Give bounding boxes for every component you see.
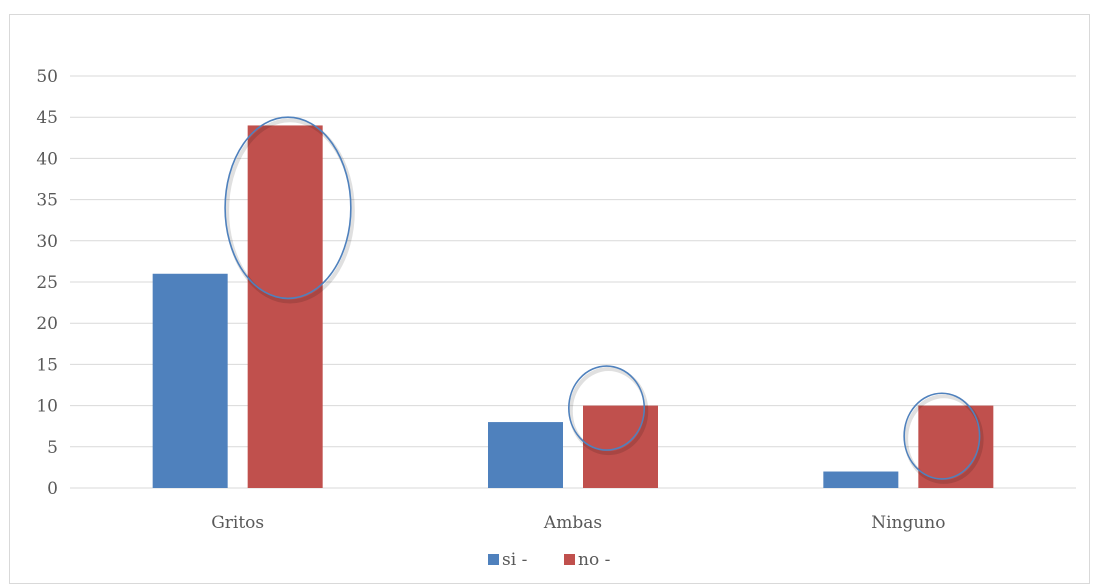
annotation-ellipse-shadow	[568, 367, 649, 456]
y-tick-label: 45	[36, 108, 58, 128]
x-category-label: Ambas	[543, 513, 602, 533]
gridlines	[70, 75, 1076, 489]
bars	[152, 125, 994, 488]
legend: si - no -	[488, 550, 610, 570]
y-tick-label: 25	[36, 273, 58, 293]
bar-ninguno-series-0	[823, 471, 899, 488]
bar-gritos-series-1	[247, 125, 323, 488]
annotation-ellipse-ninguno	[903, 392, 981, 480]
y-tick-label: 50	[36, 67, 58, 87]
bar-gritos-series-0	[152, 273, 228, 488]
legend-label-1: no -	[578, 550, 610, 570]
annotation-ellipse-shadow	[225, 118, 355, 304]
y-tick-label: 35	[36, 191, 58, 211]
y-tick-label: 15	[36, 355, 58, 375]
legend-swatch-1	[564, 554, 575, 565]
legend-label-0: si -	[502, 550, 527, 570]
annotation-ellipse-ambas	[568, 365, 646, 451]
y-tick-label: 40	[36, 149, 58, 169]
y-tick-label: 10	[36, 397, 58, 417]
x-category-label: Gritos	[211, 513, 264, 533]
y-tick-label: 0	[47, 479, 58, 499]
y-tick-label: 30	[36, 232, 58, 252]
bar-ninguno-series-1	[918, 405, 994, 488]
y-tick-label: 5	[47, 438, 58, 458]
y-tick-label: 20	[36, 314, 58, 334]
annotation-ellipse-shadow	[904, 394, 984, 484]
annotations	[224, 116, 984, 484]
annotation-ellipse-gritos	[224, 116, 352, 300]
x-axis-labels: Gritos Ambas Ninguno	[211, 513, 945, 533]
legend-swatch-0	[488, 554, 499, 565]
x-category-label: Ninguno	[871, 513, 945, 533]
y-axis-ticks: 0 5 10 15 20 25 30 35 40 45 50	[36, 67, 58, 499]
bar-ambas-series-0	[488, 422, 563, 488]
